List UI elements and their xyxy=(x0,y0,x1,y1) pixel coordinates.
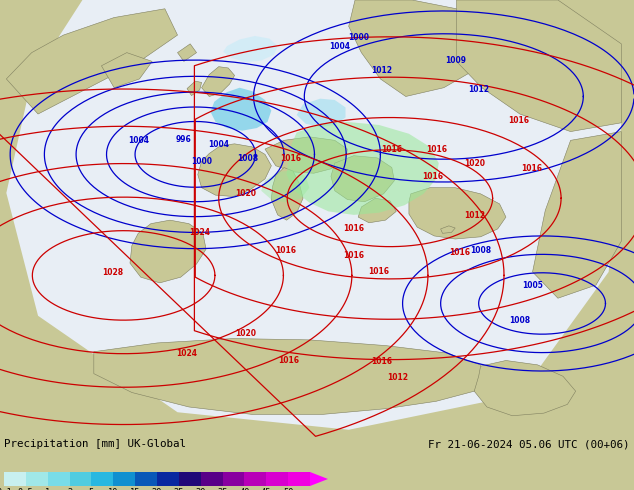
Text: 1016: 1016 xyxy=(275,246,297,255)
Text: Precipitation [mm] UK-Global: Precipitation [mm] UK-Global xyxy=(4,439,186,449)
Text: Fr 21-06-2024 05.06 UTC (00+06): Fr 21-06-2024 05.06 UTC (00+06) xyxy=(429,439,630,449)
Text: 0.1: 0.1 xyxy=(0,488,12,490)
Bar xyxy=(288,472,310,486)
Polygon shape xyxy=(187,81,202,96)
Text: 1016: 1016 xyxy=(425,146,447,154)
Text: 1016: 1016 xyxy=(521,164,542,173)
Text: 10: 10 xyxy=(108,488,119,490)
Polygon shape xyxy=(101,52,152,88)
Text: 30: 30 xyxy=(195,488,206,490)
Text: 1016: 1016 xyxy=(368,268,390,276)
Bar xyxy=(135,472,157,486)
Text: 1012: 1012 xyxy=(463,211,485,220)
Polygon shape xyxy=(331,156,394,202)
Text: 1020: 1020 xyxy=(463,159,485,168)
Polygon shape xyxy=(261,170,309,202)
Bar xyxy=(91,472,113,486)
Polygon shape xyxy=(210,88,271,131)
Bar xyxy=(245,472,266,486)
Text: 2: 2 xyxy=(67,488,72,490)
Text: 1024: 1024 xyxy=(176,348,198,358)
Text: 20: 20 xyxy=(152,488,162,490)
Polygon shape xyxy=(456,0,621,132)
Text: 1016: 1016 xyxy=(280,154,301,163)
Text: 1016: 1016 xyxy=(371,357,392,367)
Text: 1020: 1020 xyxy=(235,189,257,198)
Bar xyxy=(26,472,48,486)
Bar xyxy=(48,472,70,486)
Text: 5: 5 xyxy=(89,488,94,490)
Text: 1016: 1016 xyxy=(343,251,365,260)
Bar xyxy=(179,472,201,486)
Text: 35: 35 xyxy=(217,488,228,490)
Bar xyxy=(4,472,26,486)
Text: 1008: 1008 xyxy=(236,154,258,163)
Text: 1012: 1012 xyxy=(468,85,489,95)
Polygon shape xyxy=(6,0,621,430)
Text: 1024: 1024 xyxy=(189,228,210,237)
Text: 1009: 1009 xyxy=(444,56,466,65)
Text: 40: 40 xyxy=(239,488,250,490)
Polygon shape xyxy=(358,198,396,223)
Polygon shape xyxy=(202,67,235,97)
Text: 1008: 1008 xyxy=(470,246,491,255)
Polygon shape xyxy=(287,122,439,215)
Polygon shape xyxy=(271,168,303,220)
Text: 1016: 1016 xyxy=(381,146,403,154)
Polygon shape xyxy=(533,132,621,298)
Text: 15: 15 xyxy=(130,488,140,490)
Bar xyxy=(266,472,288,486)
Polygon shape xyxy=(349,0,495,97)
Polygon shape xyxy=(297,98,346,127)
Text: 1008: 1008 xyxy=(509,316,531,325)
Text: 1000: 1000 xyxy=(347,33,369,42)
Text: 1020: 1020 xyxy=(235,329,257,338)
Text: 0.5: 0.5 xyxy=(18,488,34,490)
Bar xyxy=(113,472,135,486)
Text: 1000: 1000 xyxy=(191,157,212,166)
Polygon shape xyxy=(6,9,178,114)
Text: 1004: 1004 xyxy=(328,42,350,50)
Text: 1012: 1012 xyxy=(387,373,409,382)
Text: 1016: 1016 xyxy=(449,247,470,257)
Polygon shape xyxy=(94,339,487,415)
Bar xyxy=(70,472,91,486)
FancyArrow shape xyxy=(310,472,328,486)
Polygon shape xyxy=(409,188,506,239)
Text: 1016: 1016 xyxy=(422,172,443,181)
Bar xyxy=(157,472,179,486)
Polygon shape xyxy=(223,36,278,62)
Polygon shape xyxy=(474,361,576,416)
Polygon shape xyxy=(198,144,271,196)
Text: 25: 25 xyxy=(174,488,184,490)
Text: 1004: 1004 xyxy=(127,136,149,145)
Text: 1012: 1012 xyxy=(371,66,392,74)
Polygon shape xyxy=(130,220,206,283)
Text: 1016: 1016 xyxy=(508,116,529,125)
Text: 50: 50 xyxy=(283,488,294,490)
Text: 1004: 1004 xyxy=(208,140,230,149)
Text: 1016: 1016 xyxy=(343,223,365,233)
Polygon shape xyxy=(265,137,347,173)
Text: 1016: 1016 xyxy=(278,356,299,365)
Polygon shape xyxy=(441,226,455,233)
Text: 45: 45 xyxy=(261,488,271,490)
Polygon shape xyxy=(178,44,197,61)
Text: 1005: 1005 xyxy=(522,281,543,291)
Text: 1: 1 xyxy=(45,488,50,490)
Text: 1028: 1028 xyxy=(102,269,124,277)
Bar xyxy=(201,472,223,486)
Bar xyxy=(223,472,245,486)
Text: 996: 996 xyxy=(176,135,191,144)
